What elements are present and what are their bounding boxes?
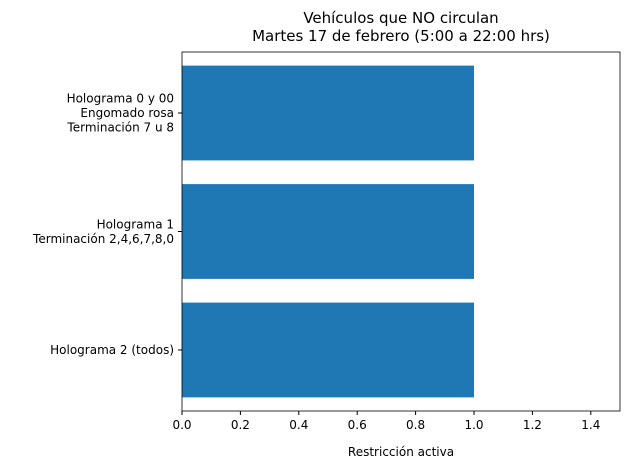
y-tick-label: Holograma 0 y 00 Engomado rosa Terminación… — [66, 91, 174, 134]
x-tick-label: 0.8 — [406, 418, 425, 432]
bar — [182, 184, 474, 279]
plot-frame — [181, 51, 621, 412]
x-tick-label: 1.4 — [581, 418, 600, 432]
y-tick-label: Holograma 1 Terminación 2,4,6,7,8,0 — [32, 217, 174, 246]
bar — [182, 302, 474, 398]
x-tick-label: 1.2 — [523, 418, 542, 432]
chart-title: Vehículos que NO circulan Martes 17 de fe… — [252, 9, 550, 45]
x-tick-label: 0.2 — [231, 418, 250, 432]
x-axis-label: Restricción activa — [348, 445, 454, 459]
x-tick-label: 0.0 — [172, 418, 191, 432]
bar — [182, 65, 474, 161]
y-tick-label: Holograma 2 (todos) — [50, 342, 174, 356]
x-tick-label: 0.4 — [289, 418, 308, 432]
x-tick-label: 0.6 — [348, 418, 367, 432]
x-tick-label: 1.0 — [464, 418, 483, 432]
